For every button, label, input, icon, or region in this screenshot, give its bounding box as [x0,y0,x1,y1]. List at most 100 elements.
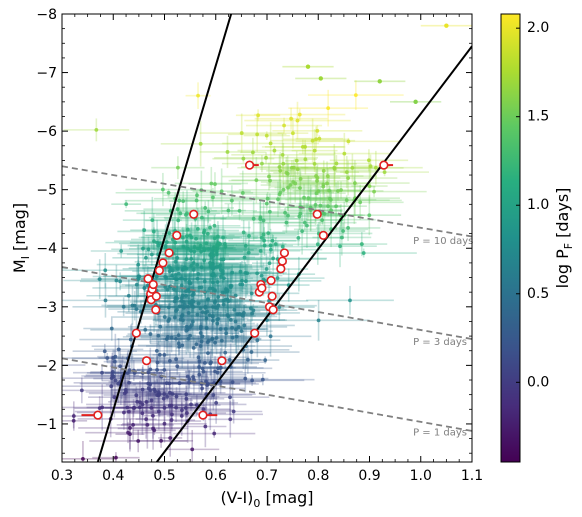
data-point [250,311,255,316]
data-point [321,182,326,187]
highlighted-point [267,291,277,301]
data-point [177,381,182,386]
data-point [169,418,174,422]
data-point [310,138,315,143]
data-point [302,195,306,200]
data-point [112,359,117,364]
data-point [248,306,253,311]
data-point [196,93,200,98]
data-point [97,277,102,282]
data-point [167,269,172,274]
data-point [182,303,187,307]
period-line-label: P = 3 days [413,337,467,348]
data-point [202,258,207,263]
data-point [173,240,178,245]
data-point [286,213,290,218]
data-point [258,248,263,253]
data-point [180,408,184,413]
data-point [211,280,215,285]
data-point [219,189,224,194]
colorbar-tick-label: 0.5 [527,286,549,302]
data-point [180,343,185,348]
data-point [140,387,145,392]
colorbar-ticks: 0.0 0.5 1.0 1.5 2.0 [516,20,549,390]
data-point [214,252,219,257]
data-point [218,327,223,331]
data-point [207,313,212,318]
data-point [192,249,197,254]
data-point [126,409,131,414]
data-point [183,405,188,410]
data-point [211,245,216,250]
data-point [186,336,191,341]
data-point [136,274,141,279]
highlighted-point [198,410,208,420]
data-point [185,304,190,309]
data-point [210,336,215,341]
data-point [134,393,139,398]
highlighted-point [141,356,152,366]
data-point [305,64,311,69]
data-point [198,344,203,348]
data-point [367,213,372,218]
data-point [205,309,210,314]
data-point [251,216,256,221]
data-point [118,279,123,284]
data-point [283,210,287,215]
data-point [185,211,189,216]
colorbar-tick-label: 2.0 [527,20,549,36]
data-point [127,368,132,373]
data-point [121,304,126,309]
data-point [211,318,215,323]
data-point [261,218,266,223]
data-point [189,263,194,268]
data-point [264,155,268,160]
data-point [181,245,186,249]
data-point [270,238,275,243]
data-point [186,311,191,315]
data-point [300,229,305,234]
data-point [180,313,185,317]
data-point [202,279,207,284]
data-point [197,359,202,364]
data-point [316,318,321,323]
data-point [240,190,245,195]
highlighted-point [277,256,287,266]
data-point [223,327,228,331]
data-point [195,262,200,267]
data-point [312,148,317,153]
data-point [164,276,169,280]
data-point [361,251,366,255]
data-point [205,231,210,236]
data-point [267,174,271,179]
data-point [242,323,247,328]
data-point [267,261,272,266]
data-point [278,190,283,195]
data-point [206,351,210,356]
data-point [212,300,217,305]
data-point [136,439,141,443]
data-point [198,306,203,311]
data-point [225,150,230,154]
data-point [114,278,119,283]
data-point [216,316,221,321]
data-point [167,317,172,321]
highlighted-point [279,248,290,258]
data-point [237,208,242,213]
data-point [191,261,196,265]
data-point [346,226,350,230]
data-point [184,257,189,262]
x-tick-label: 0.9 [358,468,380,484]
data-point [165,287,170,292]
highlighted-point [189,209,199,219]
data-point [81,456,85,461]
data-point [184,396,189,401]
data-point [334,204,338,209]
data-point [162,368,167,372]
colorbar-tick-label: 0.0 [527,374,549,390]
data-point [224,331,229,336]
data-point [223,242,227,246]
data-point [282,123,286,128]
data-point [179,295,184,300]
